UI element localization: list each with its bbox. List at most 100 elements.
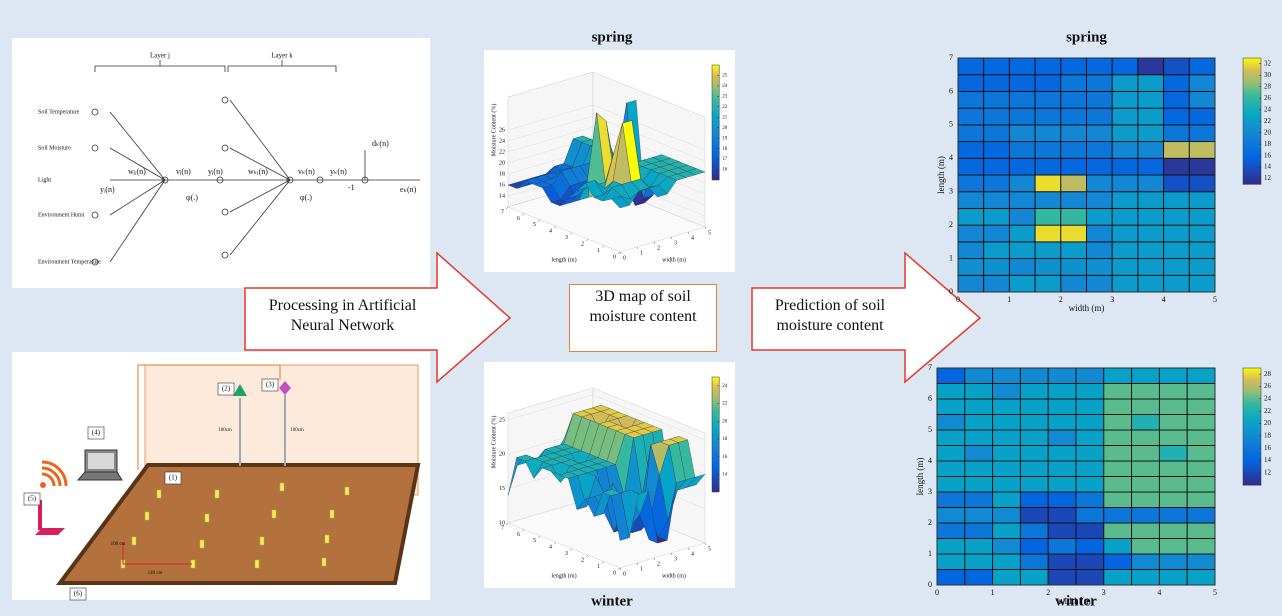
heat-cell <box>1164 275 1190 292</box>
heat-cell <box>965 399 993 415</box>
heat-cell <box>984 58 1010 75</box>
heat-cell <box>1048 477 1076 493</box>
y-axis-label: length (m) <box>936 156 946 194</box>
math-symbol: yⱼ(n) <box>208 167 223 176</box>
colorbar-tick-label: 18 <box>1264 140 1272 148</box>
colorbar <box>712 65 719 180</box>
heat-cell <box>1132 492 1160 508</box>
y-tick-label: 6 <box>517 216 520 222</box>
heat-cell <box>1132 446 1160 462</box>
input-label: Environment Humi <box>38 212 85 218</box>
x-tick-label: 3 <box>1102 588 1106 597</box>
heat-cell <box>1189 75 1215 92</box>
colorbar-tick-label: 24 <box>1264 394 1272 402</box>
heat-cell <box>1189 192 1215 209</box>
y-tick-label: 3 <box>928 487 932 496</box>
heat-cell <box>1104 461 1132 477</box>
field-label: (5) <box>28 495 37 503</box>
heat-cell <box>1164 75 1190 92</box>
heat-cell <box>1138 91 1164 108</box>
heat-cell <box>1159 399 1187 415</box>
colorbar-tick-label: 16 <box>1264 444 1272 452</box>
heat-cell <box>1104 399 1132 415</box>
x-tick-label: 1 <box>640 250 643 256</box>
input-label: Soil Temperature <box>38 109 80 115</box>
math-symbol: dₖ(n) <box>372 139 389 148</box>
y-tick-label: 2 <box>949 220 953 229</box>
heat-cell <box>1009 175 1035 192</box>
heat-cell <box>1104 430 1132 446</box>
heat-cell <box>1087 242 1113 259</box>
heat-cell <box>1132 384 1160 400</box>
heat-cell <box>1035 158 1061 175</box>
heat-cell <box>1112 58 1138 75</box>
colorbar-tick-label: 16 <box>722 168 728 173</box>
z-axis-label: Moisture Content (%) <box>490 416 497 469</box>
distance-label: 140 cm <box>148 571 163 576</box>
heat-cell <box>1020 368 1048 384</box>
z-axis-label: Moisture Content (%) <box>490 104 497 157</box>
laptop <box>78 450 122 480</box>
colorbar-tick-label: 12 <box>1264 468 1272 476</box>
heat-cell <box>1061 158 1087 175</box>
heat-cell <box>1112 225 1138 242</box>
heat-cell <box>1187 570 1215 586</box>
heat-cell <box>1048 384 1076 400</box>
heat-cell <box>1076 384 1104 400</box>
heat-cell <box>993 430 1021 446</box>
heat-cell <box>1087 175 1113 192</box>
y-tick-label: 5 <box>533 538 536 544</box>
height-label: 100cm <box>218 428 232 433</box>
heat-cell <box>1009 142 1035 159</box>
x-tick-label: 2 <box>1046 588 1050 597</box>
heat-cell <box>1187 554 1215 570</box>
x-tick-label: 3 <box>1110 295 1114 304</box>
heat-cell <box>993 523 1021 539</box>
heat-cell <box>1009 75 1035 92</box>
z-tick-label: 22 <box>499 149 505 155</box>
colorbar-tick-label: 18 <box>722 437 728 442</box>
heat-cell <box>1009 158 1035 175</box>
x-tick-label: 5 <box>708 230 711 236</box>
heat-cell <box>1087 158 1113 175</box>
heat-cell <box>1187 523 1215 539</box>
heat-cell <box>1159 508 1187 524</box>
heat-cell <box>965 570 993 586</box>
heat-cell <box>1164 192 1190 209</box>
x-tick-label: 0 <box>623 255 626 261</box>
heat-cell <box>958 108 984 125</box>
heat-cell <box>1020 430 1048 446</box>
heat-cell <box>1076 492 1104 508</box>
heat-cell <box>1112 125 1138 142</box>
heat-cell <box>1087 75 1113 92</box>
heat-cell <box>1035 192 1061 209</box>
y-tick-label: 7 <box>928 363 932 372</box>
heat-cell <box>1087 225 1113 242</box>
heat-cell <box>1104 539 1132 555</box>
heat-cell <box>1009 259 1035 276</box>
field-label: (2) <box>222 385 231 393</box>
heat-cell <box>937 368 965 384</box>
heat-cell <box>937 539 965 555</box>
heat-cell <box>937 492 965 508</box>
y-tick-label: 4 <box>549 545 552 551</box>
heat-cell <box>1112 91 1138 108</box>
math-symbol: eₖ(n) <box>400 185 417 194</box>
input-label: Environment Temperature <box>38 259 101 265</box>
x-tick-label: 5 <box>1213 295 1217 304</box>
heat-cell <box>984 175 1010 192</box>
heat-cell <box>1138 158 1164 175</box>
y-tick-label: 5 <box>949 120 953 129</box>
x-tick-label: 5 <box>1213 588 1217 597</box>
heat-cell <box>1132 461 1160 477</box>
colorbar-tick-label: 17 <box>722 157 728 162</box>
heat-cell <box>1187 477 1215 493</box>
y-tick-label: 5 <box>533 222 536 228</box>
input-label: Soil Moisture <box>38 145 71 151</box>
heat-cell <box>1112 175 1138 192</box>
heat-cell <box>1061 58 1087 75</box>
y-tick-label: 3 <box>565 551 568 557</box>
colorbar-tick-label: 30 <box>1264 71 1272 79</box>
colorbar-tick-label: 28 <box>1264 370 1272 378</box>
y-axis-label: length (m) <box>551 256 576 263</box>
